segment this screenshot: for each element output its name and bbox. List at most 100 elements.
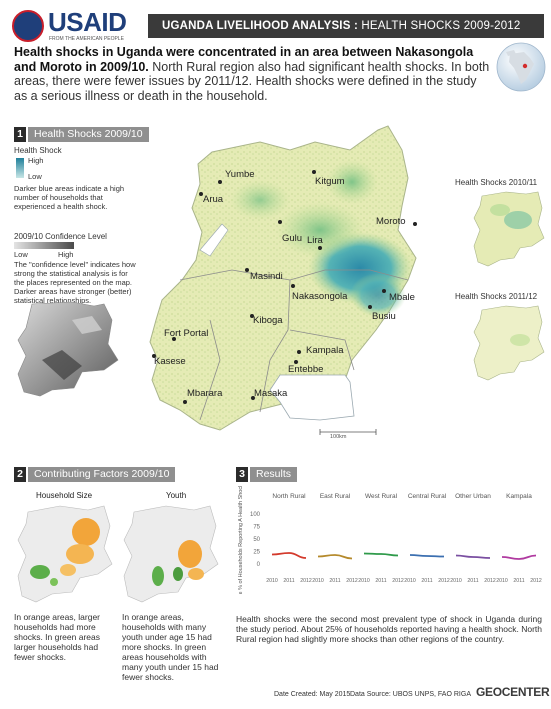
confidence-gradient	[14, 242, 74, 249]
intro-bold: Health shocks in Uganda were concentrate…	[14, 45, 474, 74]
legend-low: Low	[28, 172, 42, 181]
city-label: Busiu	[372, 311, 396, 322]
series-line	[501, 554, 537, 560]
panel-title: West Rural	[365, 493, 398, 500]
city-dot	[152, 354, 156, 358]
panel-title: North Rural	[272, 493, 306, 500]
series-line	[271, 552, 307, 559]
factor-title-household: Household Size	[36, 491, 93, 500]
series-line	[317, 554, 353, 560]
factor-text-household: In orange areas, larger households had m…	[14, 612, 100, 662]
city-label: Moroto	[376, 216, 406, 227]
confidence-title: 2009/10 Confidence Level	[14, 232, 107, 241]
x-tick-label: 2012	[530, 578, 542, 584]
city-label: Kasese	[154, 356, 186, 367]
intro-text: Health shocks in Uganda were concentrate…	[14, 45, 490, 103]
confidence-high: High	[58, 250, 74, 259]
inset-title-2011: Health Shocks 2011/12	[455, 292, 538, 301]
city-label: Kiboga	[253, 315, 283, 326]
geocenter-logo: GEOCENTER	[476, 685, 550, 699]
inset-title-2010: Health Shocks 2010/11	[455, 178, 538, 187]
results-text: Health shocks were the second most preva…	[236, 614, 542, 644]
city-dot	[312, 170, 316, 174]
section-2-label: Contributing Factors 2009/10	[28, 467, 176, 482]
y-tick-label: 0	[257, 562, 261, 568]
intro-rest: North Rural region also had significant …	[14, 59, 490, 103]
footer-date: Date Created: May 2015	[274, 691, 351, 698]
factor-text-youth: In orange areas, households with many yo…	[122, 612, 219, 682]
y-tick-label: 50	[253, 537, 260, 543]
city-dot	[278, 220, 282, 224]
y-tick-label: 25	[253, 550, 260, 556]
panel-title: Central Rural	[408, 493, 447, 500]
panel-title: East Rural	[320, 493, 351, 500]
series-line	[363, 552, 399, 557]
city-dot	[294, 360, 298, 364]
x-tick-label: 2011	[467, 578, 478, 584]
series-line	[455, 554, 491, 559]
x-tick-label: 2012	[300, 578, 312, 584]
city-dot	[368, 305, 372, 309]
city-dot	[245, 268, 249, 272]
section-2-header: 2 Contributing Factors 2009/10	[14, 467, 214, 482]
city-label: Mbarara	[187, 388, 223, 399]
scale-label: 100km	[330, 434, 347, 440]
x-tick-label: 2012	[392, 578, 404, 584]
y-axis-label: Average % of Households Reporting A Heal…	[238, 486, 244, 594]
x-tick-label: 2010	[404, 578, 416, 584]
page-title: UGANDA LIVELIHOOD ANALYSIS : HEALTH SHOC…	[148, 14, 544, 38]
x-tick-label: 2010	[358, 578, 370, 584]
title-rest: HEALTH SHOCKS 2009-2012	[361, 20, 521, 32]
panel-title: Other Urban	[455, 493, 491, 500]
factor-map-household	[17, 505, 113, 603]
city-dot	[218, 180, 222, 184]
city-label: Yumbe	[225, 169, 255, 180]
x-tick-label: 2010	[312, 578, 324, 584]
series-line	[409, 554, 445, 558]
x-tick-label: 2012	[438, 578, 450, 584]
logo-tagline: FROM THE AMERICAN PEOPLE	[49, 36, 124, 42]
x-tick-label: 2010	[496, 578, 508, 584]
y-tick-label: 75	[253, 525, 260, 531]
x-tick-label: 2011	[421, 578, 432, 584]
city-label: Masaka	[254, 388, 288, 399]
section-3-label: Results	[250, 467, 298, 482]
legend-high: High	[28, 156, 44, 165]
city-dot	[251, 396, 255, 400]
globe-locator-icon	[496, 42, 546, 92]
city-dot	[382, 289, 386, 293]
city-label: Nakasongola	[292, 291, 348, 302]
city-label: Masindi	[250, 271, 283, 282]
city-label: Entebbe	[288, 364, 324, 375]
city-dot	[318, 246, 322, 250]
section-3-number: 3	[236, 467, 248, 482]
city-dot	[291, 284, 295, 288]
x-tick-label: 2011	[375, 578, 386, 584]
city-label: Mbale	[389, 292, 415, 303]
x-tick-label: 2011	[283, 578, 294, 584]
x-tick-label: 2012	[346, 578, 358, 584]
logo-name: USAID	[48, 7, 127, 37]
section-1-label: Health Shocks 2009/10	[28, 127, 149, 142]
city-label: Kitgum	[315, 176, 345, 187]
city-label: Lira	[307, 235, 323, 246]
results-chart: Average % of Households Reporting A Heal…	[238, 486, 542, 594]
section-2-number: 2	[14, 467, 26, 482]
usaid-seal-icon	[12, 10, 44, 42]
x-tick-label: 2011	[329, 578, 340, 584]
factor-title-youth: Youth	[166, 491, 187, 500]
confidence-map	[17, 301, 119, 397]
legend-title: Health Shock	[14, 146, 62, 155]
geocenter-text: GEOCENTER	[476, 685, 550, 699]
section-1-header: 1 Health Shocks 2009/10	[14, 127, 214, 142]
city-label: Gulu	[282, 233, 303, 244]
confidence-note: The "confidence level" indicates how str…	[14, 260, 136, 305]
city-label: Fort Portal	[164, 328, 209, 339]
x-tick-label: 2010	[450, 578, 462, 584]
city-label: Kampala	[306, 345, 344, 356]
main-map	[149, 125, 417, 435]
confidence-low: Low	[14, 250, 28, 259]
x-tick-label: 2010	[266, 578, 278, 584]
legend-gradient	[16, 158, 24, 178]
city-dot	[297, 350, 301, 354]
